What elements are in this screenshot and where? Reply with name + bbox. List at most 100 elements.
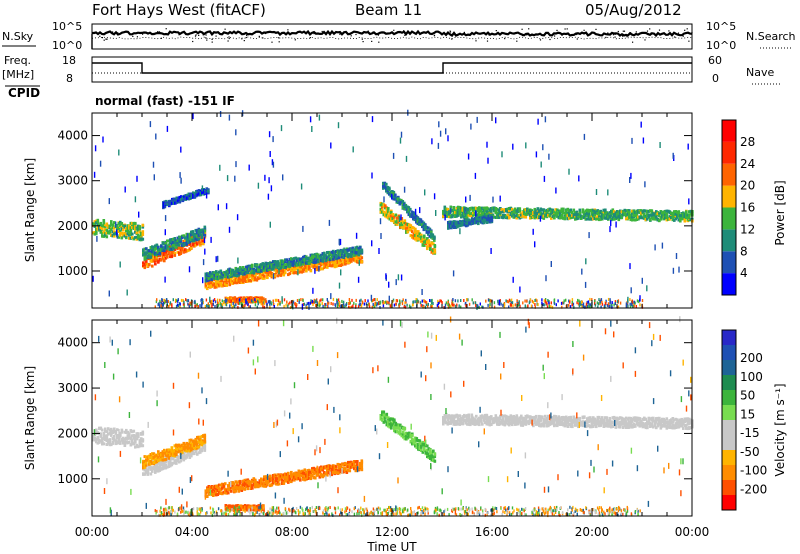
echo-cell [506, 216, 510, 220]
echo-cell [601, 216, 604, 220]
echo-cell [119, 223, 122, 227]
nsky-dot [205, 34, 207, 36]
echo-cell [472, 208, 475, 212]
echo-cell [142, 250, 145, 254]
echo-cell [137, 233, 140, 237]
nsky-dot [355, 33, 357, 36]
clutter-cell [342, 305, 344, 309]
clutter-cell [489, 304, 491, 308]
echo-cell [231, 272, 235, 276]
echo-cell [257, 268, 260, 272]
noise-cell [357, 276, 360, 283]
echo-cell [102, 219, 106, 222]
clutter-cell [472, 301, 474, 305]
echo-cell [138, 230, 142, 234]
nsky-dot [451, 38, 453, 40]
echo-cell [517, 215, 520, 218]
echo-cell [394, 213, 398, 217]
echo-cell [165, 201, 168, 205]
echo-cell [318, 265, 322, 269]
echo-cell [145, 259, 148, 263]
echo-cell [163, 253, 166, 257]
echo-cell [533, 216, 537, 220]
echo-cell [589, 209, 592, 212]
echo-cell [575, 216, 579, 220]
echo-cell [251, 297, 255, 301]
echo-cell [227, 275, 230, 279]
noise-cell [588, 232, 590, 239]
noise-cell [118, 149, 120, 156]
echo-cell [458, 209, 462, 213]
echo-cell [562, 211, 565, 215]
clutter-cell [261, 301, 263, 305]
clutter-cell [526, 299, 528, 303]
echo-cell [493, 206, 496, 210]
echo-cell [511, 212, 514, 216]
echo-cell [126, 224, 130, 228]
clutter-cell [522, 301, 524, 305]
echo-cell [306, 260, 310, 264]
echo-cell [566, 217, 570, 221]
nsky-dot [116, 33, 119, 35]
clutter-cell [278, 302, 280, 306]
clutter-cell [162, 303, 164, 307]
noise-cell [166, 125, 169, 132]
echo-cell [96, 223, 100, 227]
echo-cell [631, 209, 634, 213]
echo-cell [357, 251, 361, 255]
echo-cell [270, 275, 274, 279]
clutter-cell [374, 303, 376, 307]
echo-cell [117, 226, 121, 230]
clutter-cell [617, 305, 620, 309]
clutter-cell [328, 301, 330, 305]
echo-cell [571, 214, 574, 217]
echo-cell [300, 265, 304, 269]
echo-cell [164, 250, 168, 254]
echo-cell [330, 256, 334, 260]
echo-cell [466, 213, 469, 217]
echo-cell [408, 227, 411, 231]
echo-cell [102, 230, 106, 234]
echo-cell [659, 211, 663, 215]
echo-cell [517, 210, 520, 213]
echo-cell [167, 247, 171, 251]
noise-cell [512, 276, 514, 283]
echo-cell [689, 212, 693, 216]
echo-cell [250, 296, 253, 300]
echo-cell [520, 213, 523, 217]
nsky-dot [158, 31, 161, 33]
nsky-dot [682, 35, 684, 37]
echo-cell [161, 256, 165, 260]
echo-cell [553, 212, 556, 216]
echo-cell [152, 256, 156, 260]
clutter-cell [262, 305, 264, 309]
echo-cell [344, 250, 347, 254]
noise-cell [245, 298, 247, 305]
echo-cell [209, 285, 212, 288]
echo-cell [457, 213, 460, 217]
echo-cell [332, 261, 335, 265]
echo-cell [634, 213, 637, 217]
echo-cell [634, 210, 637, 214]
echo-cell [417, 231, 420, 235]
echo-cell [195, 190, 198, 194]
clutter-cell [597, 302, 600, 306]
echo-cell [485, 210, 489, 214]
echo-cell [670, 211, 673, 215]
echo-cell [393, 215, 396, 219]
noise-cell [192, 113, 194, 120]
clutter-cell [553, 300, 555, 304]
echo-cell [260, 296, 264, 300]
echo-cell [255, 268, 259, 272]
echo-cell [125, 236, 128, 240]
echo-cell [185, 242, 189, 246]
echo-cell [445, 209, 448, 213]
noise-cell [203, 237, 206, 244]
echo-cell [456, 221, 459, 225]
echo-cell [116, 225, 119, 228]
clutter-cell [298, 298, 300, 302]
echo-cell [237, 267, 241, 271]
echo-cell [311, 253, 314, 257]
noise-cell [631, 137, 633, 144]
noise-cell [370, 294, 373, 301]
